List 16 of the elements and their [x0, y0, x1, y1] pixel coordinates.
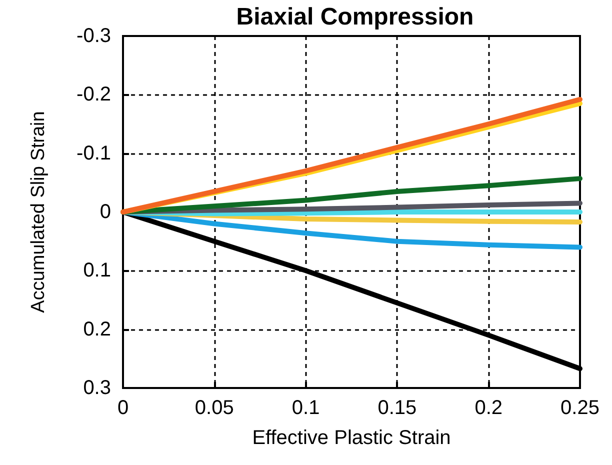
y-tick-label: 0.3: [83, 377, 111, 399]
x-tick-label: 0.05: [194, 397, 234, 419]
y-axis-title: Accumulated Slip Strain: [28, 111, 49, 313]
x-axis-title: Effective Plastic Strain: [252, 427, 451, 449]
x-tick-label: 0.15: [378, 397, 417, 419]
y-tick-label: -0.1: [76, 142, 111, 164]
x-tick-label: 0: [117, 397, 129, 419]
x-tick-label: 0.25: [560, 397, 600, 419]
y-tick-label: 0: [100, 201, 111, 223]
x-tick-label: 0.1: [292, 397, 320, 419]
chart-title: Biaxial Compression: [236, 4, 474, 30]
y-tick-label: 0.2: [83, 318, 111, 340]
x-tick-label: 0.2: [474, 397, 503, 419]
y-tick-label: -0.2: [76, 84, 111, 106]
y-tick-label: -0.3: [76, 25, 111, 47]
y-tick-label: 0.1: [83, 260, 111, 282]
